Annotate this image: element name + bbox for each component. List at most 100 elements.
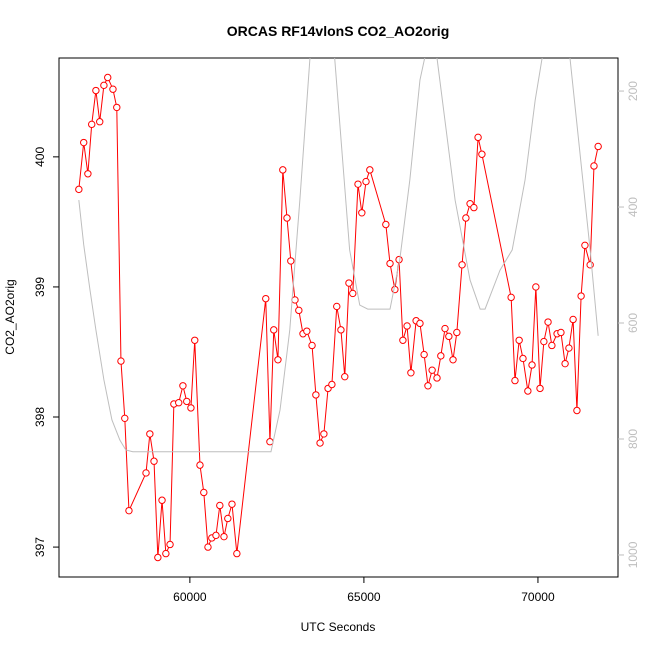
data-point bbox=[308, 341, 316, 350]
y-tick-label: 397 bbox=[33, 537, 47, 557]
data-point bbox=[287, 257, 295, 265]
data-point bbox=[382, 220, 390, 229]
data-point bbox=[548, 341, 556, 350]
y-tick-label: 399 bbox=[33, 277, 47, 297]
data-point bbox=[196, 461, 204, 469]
y2-tick-label: 200 bbox=[626, 81, 640, 101]
data-point bbox=[224, 514, 232, 523]
data-point bbox=[362, 177, 370, 186]
data-point bbox=[573, 406, 581, 415]
data-point bbox=[424, 382, 432, 390]
data-point bbox=[386, 259, 394, 268]
data-point bbox=[441, 324, 449, 333]
data-point bbox=[524, 387, 532, 395]
data-point bbox=[274, 356, 282, 364]
data-point bbox=[540, 337, 548, 346]
data-point bbox=[179, 382, 187, 390]
data-point bbox=[316, 439, 324, 447]
data-point bbox=[515, 336, 523, 344]
data-point bbox=[366, 166, 374, 174]
data-point bbox=[544, 318, 552, 326]
y2-tick-label: 800 bbox=[626, 429, 640, 449]
data-point bbox=[158, 496, 166, 504]
data-point bbox=[154, 553, 162, 562]
x-tick-label: 60000 bbox=[173, 590, 207, 604]
data-point bbox=[125, 506, 133, 515]
data-point bbox=[561, 359, 569, 368]
data-point bbox=[92, 86, 100, 95]
data-point bbox=[403, 322, 411, 330]
data-point bbox=[428, 366, 436, 374]
data-point bbox=[279, 166, 287, 174]
data-point bbox=[511, 376, 519, 385]
data-point bbox=[354, 180, 362, 188]
x-tick-label: 65000 bbox=[347, 590, 381, 604]
data-point bbox=[75, 185, 83, 194]
data-point bbox=[341, 372, 349, 381]
data-point bbox=[433, 374, 441, 382]
data-point bbox=[594, 142, 602, 151]
data-point bbox=[445, 332, 453, 341]
data-point bbox=[569, 315, 577, 324]
plot-layer bbox=[75, 58, 602, 562]
data-point bbox=[462, 214, 470, 222]
series-line bbox=[78, 76, 599, 558]
y2-tick-label: 1000 bbox=[626, 541, 640, 568]
data-point bbox=[216, 501, 224, 510]
x-tick-label: 70000 bbox=[521, 590, 555, 604]
data-point bbox=[187, 404, 195, 412]
y-tick-label: 398 bbox=[33, 407, 47, 427]
data-point bbox=[220, 532, 228, 541]
data-point bbox=[507, 293, 515, 302]
data-point bbox=[328, 380, 336, 389]
data-point bbox=[407, 369, 415, 377]
data-point bbox=[262, 294, 270, 303]
data-point bbox=[183, 397, 191, 406]
data-point bbox=[536, 384, 544, 393]
chart-title: ORCAS RF14vlonS CO2_AO2orig bbox=[227, 23, 450, 39]
data-point bbox=[577, 292, 585, 300]
data-point bbox=[312, 391, 320, 399]
data-point bbox=[590, 162, 598, 170]
data-point bbox=[117, 357, 125, 365]
data-point bbox=[228, 500, 236, 508]
data-point bbox=[453, 328, 461, 337]
data-point bbox=[470, 203, 478, 212]
data-point bbox=[84, 170, 92, 178]
y2-tick-label: 400 bbox=[626, 197, 640, 217]
data-point bbox=[88, 120, 96, 129]
data-point bbox=[349, 289, 357, 298]
data-point bbox=[399, 336, 407, 344]
data-point bbox=[532, 283, 540, 291]
data-point bbox=[557, 328, 565, 337]
data-point bbox=[345, 279, 353, 287]
data-point bbox=[162, 549, 170, 558]
data-point bbox=[121, 414, 129, 423]
data-point bbox=[109, 85, 117, 93]
x-axis-label: UTC Seconds bbox=[301, 620, 376, 634]
y-axis-label: CO2_AO2orig bbox=[3, 279, 17, 354]
data-point bbox=[449, 356, 457, 364]
data-point bbox=[270, 326, 278, 334]
data-point bbox=[458, 261, 466, 269]
data-point bbox=[528, 361, 536, 369]
data-point bbox=[212, 531, 220, 540]
data-point bbox=[420, 350, 428, 359]
data-point bbox=[565, 344, 573, 352]
data-point bbox=[391, 285, 399, 294]
data-point bbox=[175, 398, 183, 407]
data-point bbox=[150, 457, 158, 465]
data-point bbox=[337, 326, 345, 334]
data-point bbox=[104, 73, 112, 82]
data-point bbox=[80, 138, 88, 147]
y-tick-label: 400 bbox=[33, 147, 47, 167]
data-point bbox=[166, 540, 174, 549]
data-point bbox=[142, 469, 150, 477]
data-point bbox=[283, 214, 291, 222]
data-point bbox=[204, 543, 212, 551]
data-point bbox=[96, 118, 104, 126]
data-point bbox=[586, 261, 594, 269]
data-point bbox=[146, 430, 154, 438]
